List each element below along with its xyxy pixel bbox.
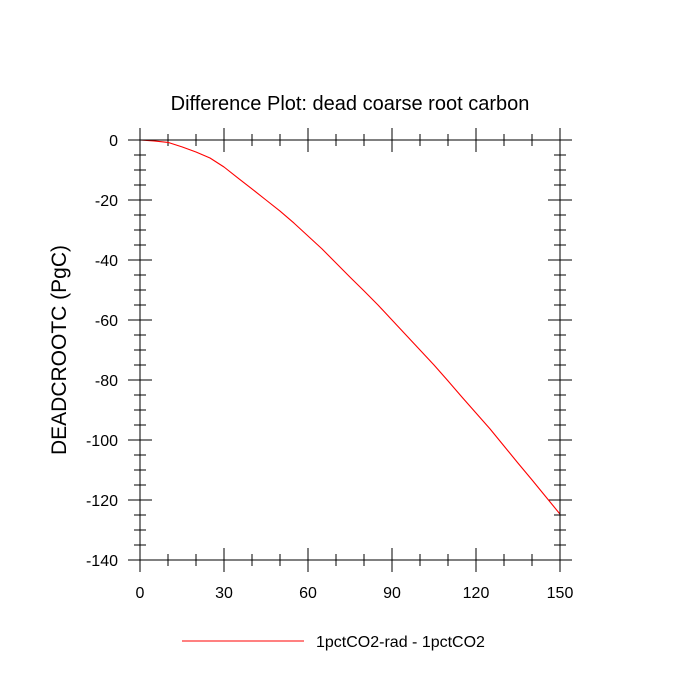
x-tick-label: 30	[215, 585, 233, 602]
minor-ticks	[134, 134, 566, 566]
x-tick-label: 90	[383, 585, 401, 602]
y-tick-label: -100	[86, 433, 118, 450]
y-tick-label: -40	[95, 253, 118, 270]
y-tick-label: -60	[95, 313, 118, 330]
x-tick-label: 60	[299, 585, 317, 602]
x-tick-label: 120	[463, 585, 490, 602]
series-line	[139, 139, 561, 515]
y-tick-label: -120	[86, 493, 118, 510]
chart-title: Difference Plot: dead coarse root carbon	[171, 93, 530, 115]
major-ticks	[128, 128, 572, 572]
legend: 1pctCO2-rad - 1pctCO2	[182, 634, 485, 651]
y-tick-label: -140	[86, 553, 118, 570]
plot-frame	[139, 139, 561, 561]
x-tick-label: 150	[547, 585, 574, 602]
x-tick-label: 0	[136, 585, 145, 602]
y-axis-label: DEADCROOTC (PgC)	[48, 245, 71, 455]
y-tick-label: -20	[95, 193, 118, 210]
y-tick-label: 0	[109, 133, 118, 150]
plot-series	[139, 139, 561, 515]
y-tick-label: -80	[95, 373, 118, 390]
legend-label: 1pctCO2-rad - 1pctCO2	[316, 634, 485, 651]
tick-labels: 0 30 60 90 120 150 0 -20 -40 -60 -80 -100 -120 -140	[86, 133, 573, 602]
